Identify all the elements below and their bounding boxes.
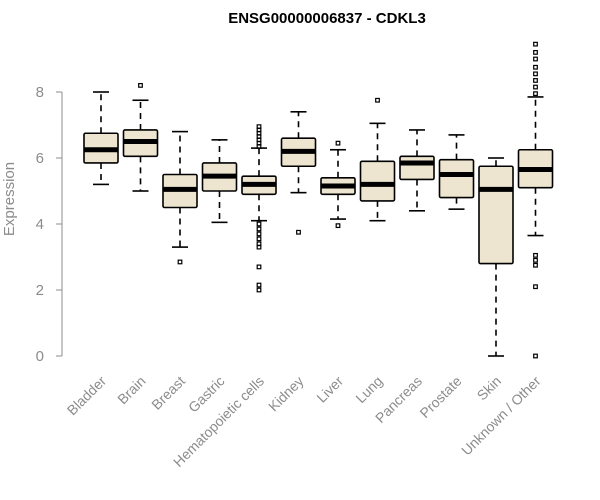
outlier-point bbox=[335, 140, 341, 146]
outlier-point bbox=[256, 124, 262, 130]
y-axis: 0 2 4 6 8 bbox=[36, 84, 63, 365]
y-tick-label: 2 bbox=[36, 282, 44, 299]
outlier-point bbox=[256, 221, 262, 227]
iqr-box bbox=[478, 165, 514, 265]
outlier-point bbox=[256, 282, 262, 288]
box-hematopoietic-cells bbox=[241, 124, 277, 293]
x-tick-label: Prostate bbox=[416, 373, 464, 421]
outlier-point bbox=[256, 231, 262, 237]
iqr-box bbox=[438, 158, 475, 199]
outlier-point bbox=[256, 226, 262, 232]
boxes-group bbox=[83, 41, 554, 359]
x-tick-label: Kidney bbox=[265, 373, 307, 415]
outlier-point bbox=[533, 91, 538, 97]
y-axis-label: Expression bbox=[1, 162, 18, 236]
outlier-point bbox=[533, 49, 538, 55]
box-breast bbox=[162, 130, 198, 265]
box-skin bbox=[478, 157, 514, 357]
outlier-point bbox=[533, 78, 538, 83]
x-tick-label: Brain bbox=[114, 373, 148, 407]
outlier-point bbox=[335, 223, 341, 229]
x-tick-label: Lung bbox=[352, 373, 385, 406]
outlier-point bbox=[256, 236, 262, 242]
y-tick-label: 0 bbox=[36, 348, 44, 365]
outlier-point bbox=[533, 262, 538, 268]
box-liver bbox=[320, 140, 356, 229]
outlier-point bbox=[296, 229, 301, 235]
box-lung bbox=[359, 97, 396, 222]
y-tick-label: 6 bbox=[36, 150, 44, 167]
box-brain bbox=[122, 82, 159, 192]
outlier-point bbox=[533, 257, 538, 263]
x-tick-label: Skin bbox=[474, 373, 505, 404]
outlier-point bbox=[533, 284, 538, 290]
y-tick-label: 8 bbox=[36, 84, 44, 101]
outlier-point bbox=[375, 97, 380, 103]
outlier-point bbox=[533, 71, 538, 77]
outlier-point bbox=[533, 84, 538, 90]
box-prostate bbox=[438, 134, 475, 210]
outlier-point bbox=[533, 252, 538, 258]
outlier-point bbox=[256, 287, 262, 293]
x-tick-label: Bladder bbox=[64, 373, 110, 419]
x-tick-label: Liver bbox=[313, 373, 346, 406]
outlier-point bbox=[138, 82, 143, 88]
box-kidney bbox=[280, 111, 317, 235]
outlier-point bbox=[533, 56, 538, 62]
outlier-point bbox=[177, 259, 183, 265]
outlier-point bbox=[256, 244, 262, 250]
iqr-box bbox=[399, 155, 435, 181]
outlier-point bbox=[533, 64, 538, 70]
outlier-point bbox=[533, 353, 538, 359]
box-bladder bbox=[83, 91, 119, 186]
outlier-point bbox=[256, 264, 262, 270]
box-unknown-other bbox=[517, 41, 554, 359]
y-tick-label: 4 bbox=[36, 216, 44, 233]
x-tick-label: Breast bbox=[148, 373, 188, 413]
box-gastric bbox=[201, 139, 238, 224]
chart-title: ENSG00000006837 - CDKL3 bbox=[228, 10, 426, 27]
iqr-box bbox=[359, 160, 396, 202]
box-pancreas bbox=[399, 129, 435, 212]
outlier-point bbox=[533, 41, 538, 47]
